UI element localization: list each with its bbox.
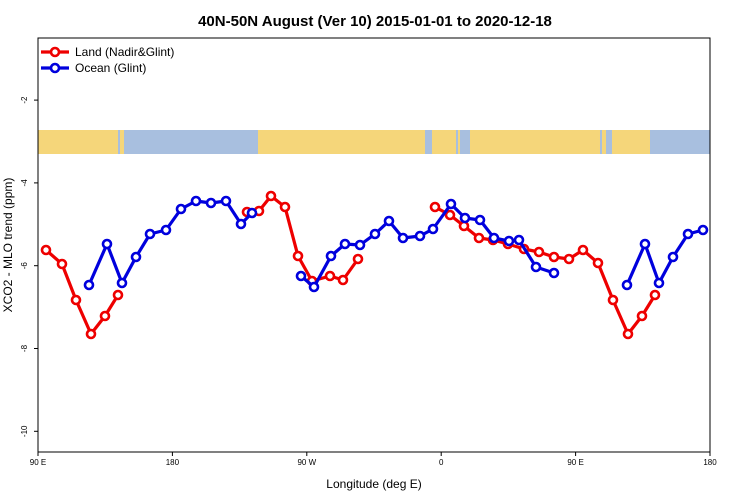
ocean-point: [175, 203, 187, 215]
land-point: [577, 244, 589, 256]
ocean-point: [397, 232, 409, 244]
ocean-point: [205, 197, 217, 209]
ocean-point: [83, 279, 95, 291]
y-tick-label-4: -10: [20, 425, 29, 437]
ocean-point: [160, 224, 172, 236]
plot-area-frame: [37, 37, 711, 453]
ocean-point: [503, 235, 515, 247]
ocean-point: [513, 234, 525, 246]
land-point: [352, 253, 364, 265]
map-land-3: [432, 130, 456, 154]
map-land-4: [458, 130, 460, 154]
x-tick-label-5: 180: [703, 458, 717, 467]
ocean-point: [116, 277, 128, 289]
land-point: [265, 190, 277, 202]
legend: Land (Nadir&Glint) Ocean (Glint): [41, 45, 174, 75]
land-point: [548, 251, 560, 263]
x-tick-label-3: 0: [439, 458, 444, 467]
ocean-point: [459, 212, 471, 224]
ocean-point: [445, 198, 457, 210]
ocean-point: [354, 239, 366, 251]
ocean-point: [130, 251, 142, 263]
x-tick-label-1: 180: [166, 458, 180, 467]
ocean-point: [190, 195, 202, 207]
ocean-point: [639, 238, 651, 250]
map-land-6: [602, 130, 606, 154]
ocean-point: [235, 218, 247, 230]
y-tick-label-2: -6: [20, 262, 29, 270]
ocean-point: [488, 232, 500, 244]
land-point: [85, 328, 97, 340]
land-point: [429, 201, 441, 213]
legend-marker-0: [49, 46, 61, 58]
land-point: [70, 294, 82, 306]
map-land-2: [258, 130, 425, 154]
x-axis-label: Longitude (deg E): [326, 477, 421, 491]
y-tick-label-0: -2: [20, 96, 29, 104]
map-land-1: [120, 130, 124, 154]
ocean-point: [621, 279, 633, 291]
x-tick-label-2: 90 W: [297, 458, 316, 467]
land-point: [649, 289, 661, 301]
ocean-point: [667, 251, 679, 263]
land-point: [607, 294, 619, 306]
ocean-point: [101, 238, 113, 250]
ocean-point: [682, 228, 694, 240]
ocean-point: [653, 277, 665, 289]
land-point: [112, 289, 124, 301]
ocean-point: [369, 228, 381, 240]
land-point: [337, 274, 349, 286]
ocean-point: [427, 223, 439, 235]
land-point: [292, 250, 304, 262]
ocean-point: [548, 267, 560, 279]
legend-label-1: Ocean (Glint): [75, 61, 146, 75]
world-map-strip: [38, 130, 710, 154]
ocean-point: [530, 261, 542, 273]
land-point: [56, 258, 68, 270]
x-tick-label-0: 90 E: [30, 458, 46, 467]
y-axis-label: XCO2 - MLO trend (ppm): [1, 178, 15, 313]
y-tick-label-3: -8: [20, 344, 29, 352]
ocean-point: [474, 214, 486, 226]
y-tick-label-1: -4: [20, 179, 29, 187]
ocean-point: [414, 230, 426, 242]
ocean-point: [308, 281, 320, 293]
legend-label-0: Land (Nadir&Glint): [75, 45, 174, 59]
x-tick-label-4: 90 E: [567, 458, 583, 467]
land-point: [622, 328, 634, 340]
chart-title: 40N-50N August (Ver 10) 2015-01-01 to 20…: [198, 13, 552, 30]
ocean-point: [246, 207, 258, 219]
land-point: [99, 310, 111, 322]
land-line-2: [434, 205, 657, 336]
legend-marker-1: [49, 62, 61, 74]
map-land-5: [470, 130, 600, 154]
land-point: [40, 244, 52, 256]
land-point: [533, 246, 545, 258]
ocean-point: [144, 228, 156, 240]
ocean-point: [383, 215, 395, 227]
land-point: [636, 310, 648, 322]
land-point: [444, 209, 456, 221]
ocean-point: [697, 224, 709, 236]
land-point: [563, 253, 575, 265]
axis-ticks: 90 E 180 90 W 0 90 E 180 -2 -4 -6 -8 -10: [20, 96, 717, 467]
ocean-point: [325, 250, 337, 262]
map-land-0: [38, 130, 118, 154]
ocean-point: [220, 195, 232, 207]
series-layer: [40, 190, 709, 340]
ocean-point: [339, 238, 351, 250]
land-point: [473, 232, 485, 244]
land-point: [592, 257, 604, 269]
map-land-7: [612, 130, 650, 154]
ocean-point: [295, 270, 307, 282]
land-point: [279, 201, 291, 213]
land-point: [324, 270, 336, 282]
